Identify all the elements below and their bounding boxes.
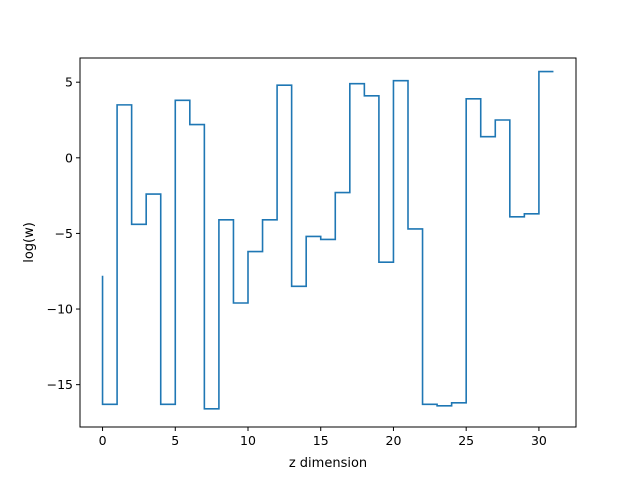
x-tick-label: 5 (171, 433, 179, 448)
y-axis-ticks: −15 −10 −5 0 5 (47, 75, 80, 392)
x-axis-label: z dimension (289, 456, 367, 471)
y-axis-label: log(w) (22, 222, 37, 263)
y-tick-label: 0 (65, 150, 73, 165)
x-tick-label: 15 (313, 433, 329, 448)
x-tick-label: 0 (99, 433, 107, 448)
x-tick-label: 30 (531, 433, 547, 448)
x-tick-label: 20 (386, 433, 402, 448)
axes-frame (79, 57, 577, 428)
y-tick-label: −10 (47, 302, 73, 317)
y-tick-label: −5 (55, 226, 73, 241)
x-tick-label: 10 (240, 433, 256, 448)
x-axis-ticks: 0 5 10 15 20 25 30 (99, 427, 547, 448)
x-tick-label: 25 (458, 433, 474, 448)
y-tick-label: 5 (65, 75, 73, 90)
y-tick-label: −15 (47, 377, 73, 392)
series-line (101, 70, 554, 410)
plot-area (79, 57, 577, 428)
